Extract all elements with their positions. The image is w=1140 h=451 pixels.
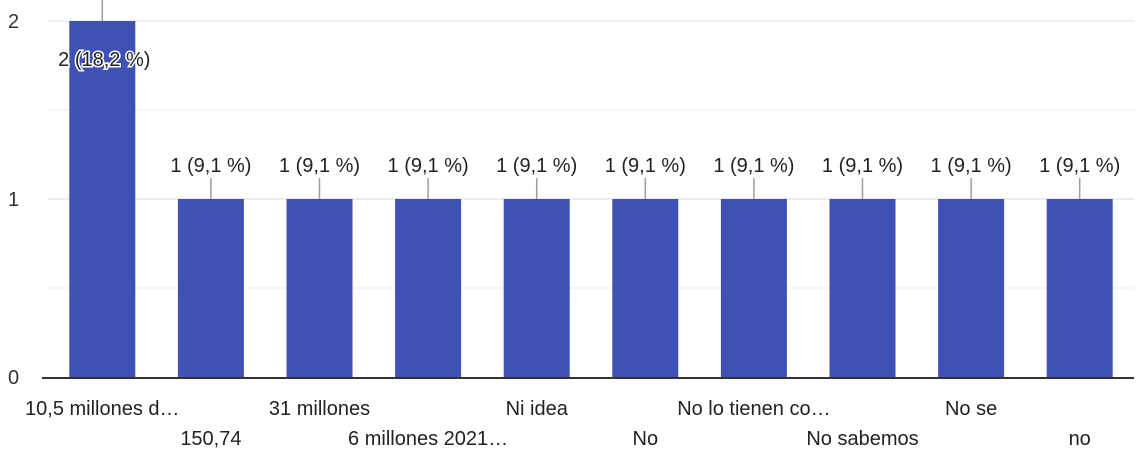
y-tick-label: 0 xyxy=(8,367,19,389)
category-label: 150,74 xyxy=(180,428,241,450)
bar[interactable] xyxy=(720,199,787,377)
y-axis-ticks: 0 1 2 xyxy=(8,11,19,389)
category-label: Ni idea xyxy=(506,398,569,420)
data-label: 1 (9,1 %) xyxy=(822,155,903,177)
bar[interactable] xyxy=(286,199,353,377)
category-label: 10,5 millones d… xyxy=(25,398,180,420)
bar[interactable] xyxy=(69,21,136,377)
data-label: 1 (9,1 %) xyxy=(170,155,251,177)
bar[interactable] xyxy=(829,199,896,377)
data-label: 1 (9,1 %) xyxy=(931,155,1012,177)
data-label: 1 (9,1 %) xyxy=(496,155,577,177)
category-label: no xyxy=(1069,428,1091,450)
data-label: 1 (9,1 %) xyxy=(279,155,360,177)
category-label: No xyxy=(633,428,659,450)
category-label: No sabemos xyxy=(806,428,918,450)
y-tick-label: 2 xyxy=(8,11,19,33)
bar[interactable] xyxy=(612,199,679,377)
category-labels: 10,5 millones d…150,74 31 millones 6 millo… xyxy=(25,398,1091,450)
bar[interactable] xyxy=(503,199,570,377)
data-label: 1 (9,1 %) xyxy=(388,155,469,177)
category-label: No se xyxy=(945,398,997,420)
bar[interactable] xyxy=(177,199,244,377)
category-label: 6 millones 2021… xyxy=(348,428,508,450)
category-label: No lo tienen co… xyxy=(677,398,830,420)
bar[interactable] xyxy=(938,199,1005,377)
data-label: 1 (9,1 %) xyxy=(605,155,686,177)
data-label: 1 (9,1 %) xyxy=(713,155,794,177)
y-tick-label: 1 xyxy=(8,189,19,211)
data-label: 2 (18,2 %) xyxy=(58,49,150,71)
category-label: 31 millones xyxy=(269,398,370,420)
bars xyxy=(69,21,1113,377)
data-label: 1 (9,1 %) xyxy=(1039,155,1120,177)
bar[interactable] xyxy=(1046,199,1113,377)
data-labels: 2 (18,2 %) 1 (9,1 %) 1 (9,1 %) 1 (9,1 %) 1 (… xyxy=(57,0,1120,199)
bar[interactable] xyxy=(395,199,462,377)
